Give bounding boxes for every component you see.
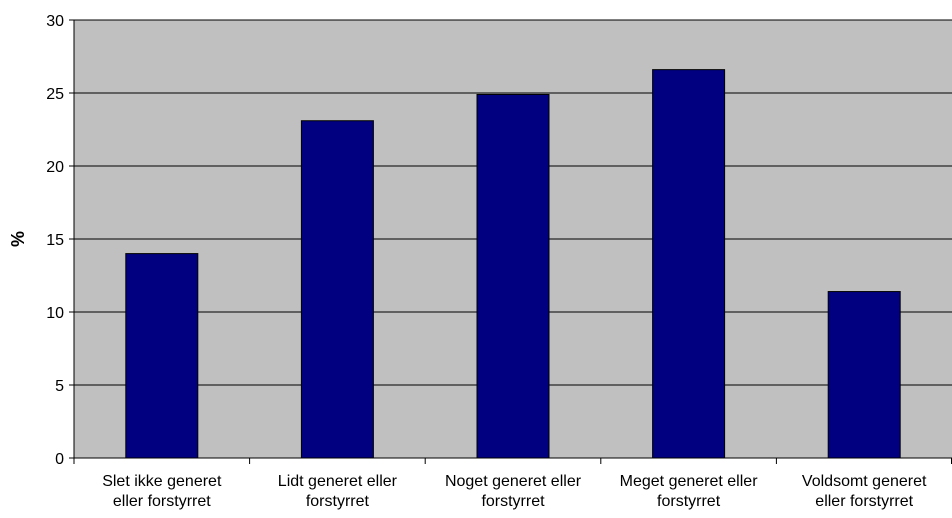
y-tick-label: 30 [46,13,64,30]
x-tick-label: Voldsomt generet eller forstyrret [802,473,927,510]
y-axis-title: % [8,231,28,247]
y-tick-label: 0 [55,451,64,468]
bar [652,69,726,459]
x-tick-label: Noget generet eller forstyrret [445,473,582,510]
x-tick-label: Lidt generet eller forstyrret [278,473,398,510]
labels: 0 5 10 15 20 25 30 Slet ikke generet eller forst… [46,13,927,510]
y-tick-label: 5 [55,378,64,395]
x-tick-label: Meget generet eller forstyrret [620,473,759,510]
y-tick-label: 25 [46,86,64,103]
y-tick-label: 20 [46,159,64,176]
bar [827,291,901,459]
bar [300,120,374,459]
bar [125,253,199,459]
bars [125,69,901,459]
y-tick-label: 10 [46,305,64,322]
y-tick-label: 15 [46,232,64,249]
bar [476,93,550,459]
x-tick-label: Slet ikke generet eller forstyrret [102,473,222,510]
